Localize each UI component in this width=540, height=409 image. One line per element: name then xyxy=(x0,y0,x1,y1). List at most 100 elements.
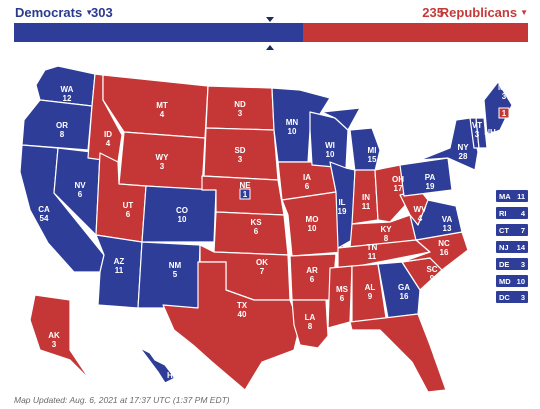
state-fl[interactable] xyxy=(349,313,447,393)
state-label-nm: NM xyxy=(169,261,182,270)
state-label-tn: TN xyxy=(367,243,378,252)
state-label-mn: MN xyxy=(286,118,299,127)
state-ga[interactable] xyxy=(377,261,421,319)
state-mn[interactable] xyxy=(271,87,331,163)
state-label-ia: IA xyxy=(303,173,311,182)
state-la[interactable] xyxy=(291,299,329,349)
state-label-wv: WV xyxy=(414,205,428,214)
small-state-ma[interactable]: MA 11 xyxy=(496,190,528,202)
small-state-ev: 10 xyxy=(516,276,525,286)
state-label-in: IN xyxy=(362,193,370,202)
state-ev-nm: 5 xyxy=(173,270,178,279)
state-ev-va: 13 xyxy=(443,224,452,233)
state-label-wa: WA xyxy=(61,85,74,94)
ne-district-value: 1 xyxy=(243,190,248,199)
small-state-abbr: NJ xyxy=(499,242,509,252)
state-mo[interactable] xyxy=(281,191,345,257)
state-ev-sd: 3 xyxy=(238,155,243,164)
small-state-ev: 14 xyxy=(516,242,525,252)
small-state-abbr: DE xyxy=(499,259,510,269)
me-district-value: 1 xyxy=(502,109,507,118)
state-label-sc: SC xyxy=(426,265,437,274)
small-state-ev: 4 xyxy=(520,208,525,218)
state-ev-or: 8 xyxy=(60,130,65,139)
state-ev-ga: 16 xyxy=(400,292,409,301)
state-ev-fl: 30 xyxy=(434,352,443,361)
state-ev-wa: 12 xyxy=(63,94,72,103)
state-ev-wv: 4 xyxy=(418,214,423,223)
state-ev-al: 9 xyxy=(368,292,373,301)
state-label-ak: AK xyxy=(48,331,60,340)
state-ev-vt: 3 xyxy=(475,130,480,139)
republicans-dropdown[interactable]: Republicans ▼ xyxy=(440,5,528,20)
state-mi[interactable] xyxy=(321,107,381,176)
state-ev-ut: 6 xyxy=(126,210,131,219)
state-label-nv: NV xyxy=(74,181,86,190)
state-label-ky: KY xyxy=(380,225,392,234)
state-label-al: AL xyxy=(365,283,376,292)
state-nh[interactable] xyxy=(475,117,488,149)
header: Democrats ▼ 303 235 Republicans ▼ xyxy=(0,0,540,22)
state-ev-co: 10 xyxy=(178,215,187,224)
republican-bar-segment xyxy=(303,23,528,42)
electoral-vote-bar xyxy=(14,23,528,42)
state-hi[interactable] xyxy=(139,347,176,384)
me-district-badge xyxy=(498,107,510,119)
small-state-md[interactable]: MD 10 xyxy=(496,275,528,287)
state-label-nc: NC xyxy=(438,239,450,248)
state-ev-ar: 6 xyxy=(310,275,315,284)
small-state-ri[interactable]: RI 4 xyxy=(496,207,528,219)
small-state-nj[interactable]: NJ 14 xyxy=(496,241,528,253)
small-state-de[interactable]: DE 3 xyxy=(496,258,528,270)
small-state-ev: 11 xyxy=(517,191,525,201)
state-ev-nh: 4 xyxy=(488,137,493,146)
state-label-fl: FL xyxy=(433,343,443,352)
state-label-oh: OH xyxy=(392,175,404,184)
state-ev-mo: 10 xyxy=(308,224,317,233)
state-ev-nd: 3 xyxy=(238,109,243,118)
state-label-nd: ND xyxy=(234,100,246,109)
state-ev-ak: 3 xyxy=(52,340,57,349)
state-ev-ok: 7 xyxy=(260,267,265,276)
state-label-il: IL xyxy=(338,198,345,207)
state-ev-hi: 4 xyxy=(169,380,174,389)
state-tx[interactable] xyxy=(162,261,301,391)
state-ev-ms: 6 xyxy=(340,294,345,303)
state-label-tx: TX xyxy=(237,301,248,310)
state-nm[interactable] xyxy=(137,241,201,309)
chevron-down-icon: ▼ xyxy=(85,8,94,17)
state-label-ms: MS xyxy=(336,285,349,294)
small-state-dc[interactable]: DC 3 xyxy=(496,291,528,303)
state-ev-sc: 9 xyxy=(430,274,435,283)
republicans-label: Republicans xyxy=(439,5,518,20)
state-ev-ca: 54 xyxy=(40,214,49,223)
state-ev-pa: 19 xyxy=(426,182,435,191)
small-state-abbr: MA xyxy=(499,191,511,201)
state-label-ar: AR xyxy=(306,266,318,275)
small-state-abbr: CT xyxy=(499,225,509,235)
state-ak[interactable] xyxy=(29,294,91,381)
state-ev-wi: 10 xyxy=(326,150,335,159)
small-state-ct[interactable]: CT 7 xyxy=(496,224,528,236)
state-nc[interactable] xyxy=(401,231,469,271)
small-state-abbr: MD xyxy=(499,276,511,286)
state-ev-id: 4 xyxy=(106,139,111,148)
state-ev-nv: 6 xyxy=(78,190,83,199)
state-label-pa: PA xyxy=(425,173,436,182)
state-label-wy: WY xyxy=(156,153,170,162)
state-ev-ks: 6 xyxy=(254,227,259,236)
state-label-mt: MT xyxy=(156,101,168,110)
state-label-co: CO xyxy=(176,206,188,215)
state-pa[interactable] xyxy=(399,157,453,197)
state-label-or: OR xyxy=(56,121,68,130)
state-ev-mn: 10 xyxy=(288,127,297,136)
state-ev-ny: 28 xyxy=(459,152,468,161)
small-state-ev: 7 xyxy=(520,225,525,235)
democrats-dropdown[interactable]: Democrats ▼ xyxy=(15,5,93,20)
ne-district-badge xyxy=(239,188,251,200)
democrats-total: 303 xyxy=(91,5,113,20)
small-state-abbr: RI xyxy=(499,208,507,218)
state-ev-ia: 6 xyxy=(305,182,310,191)
state-ev-tx: 40 xyxy=(238,310,247,319)
